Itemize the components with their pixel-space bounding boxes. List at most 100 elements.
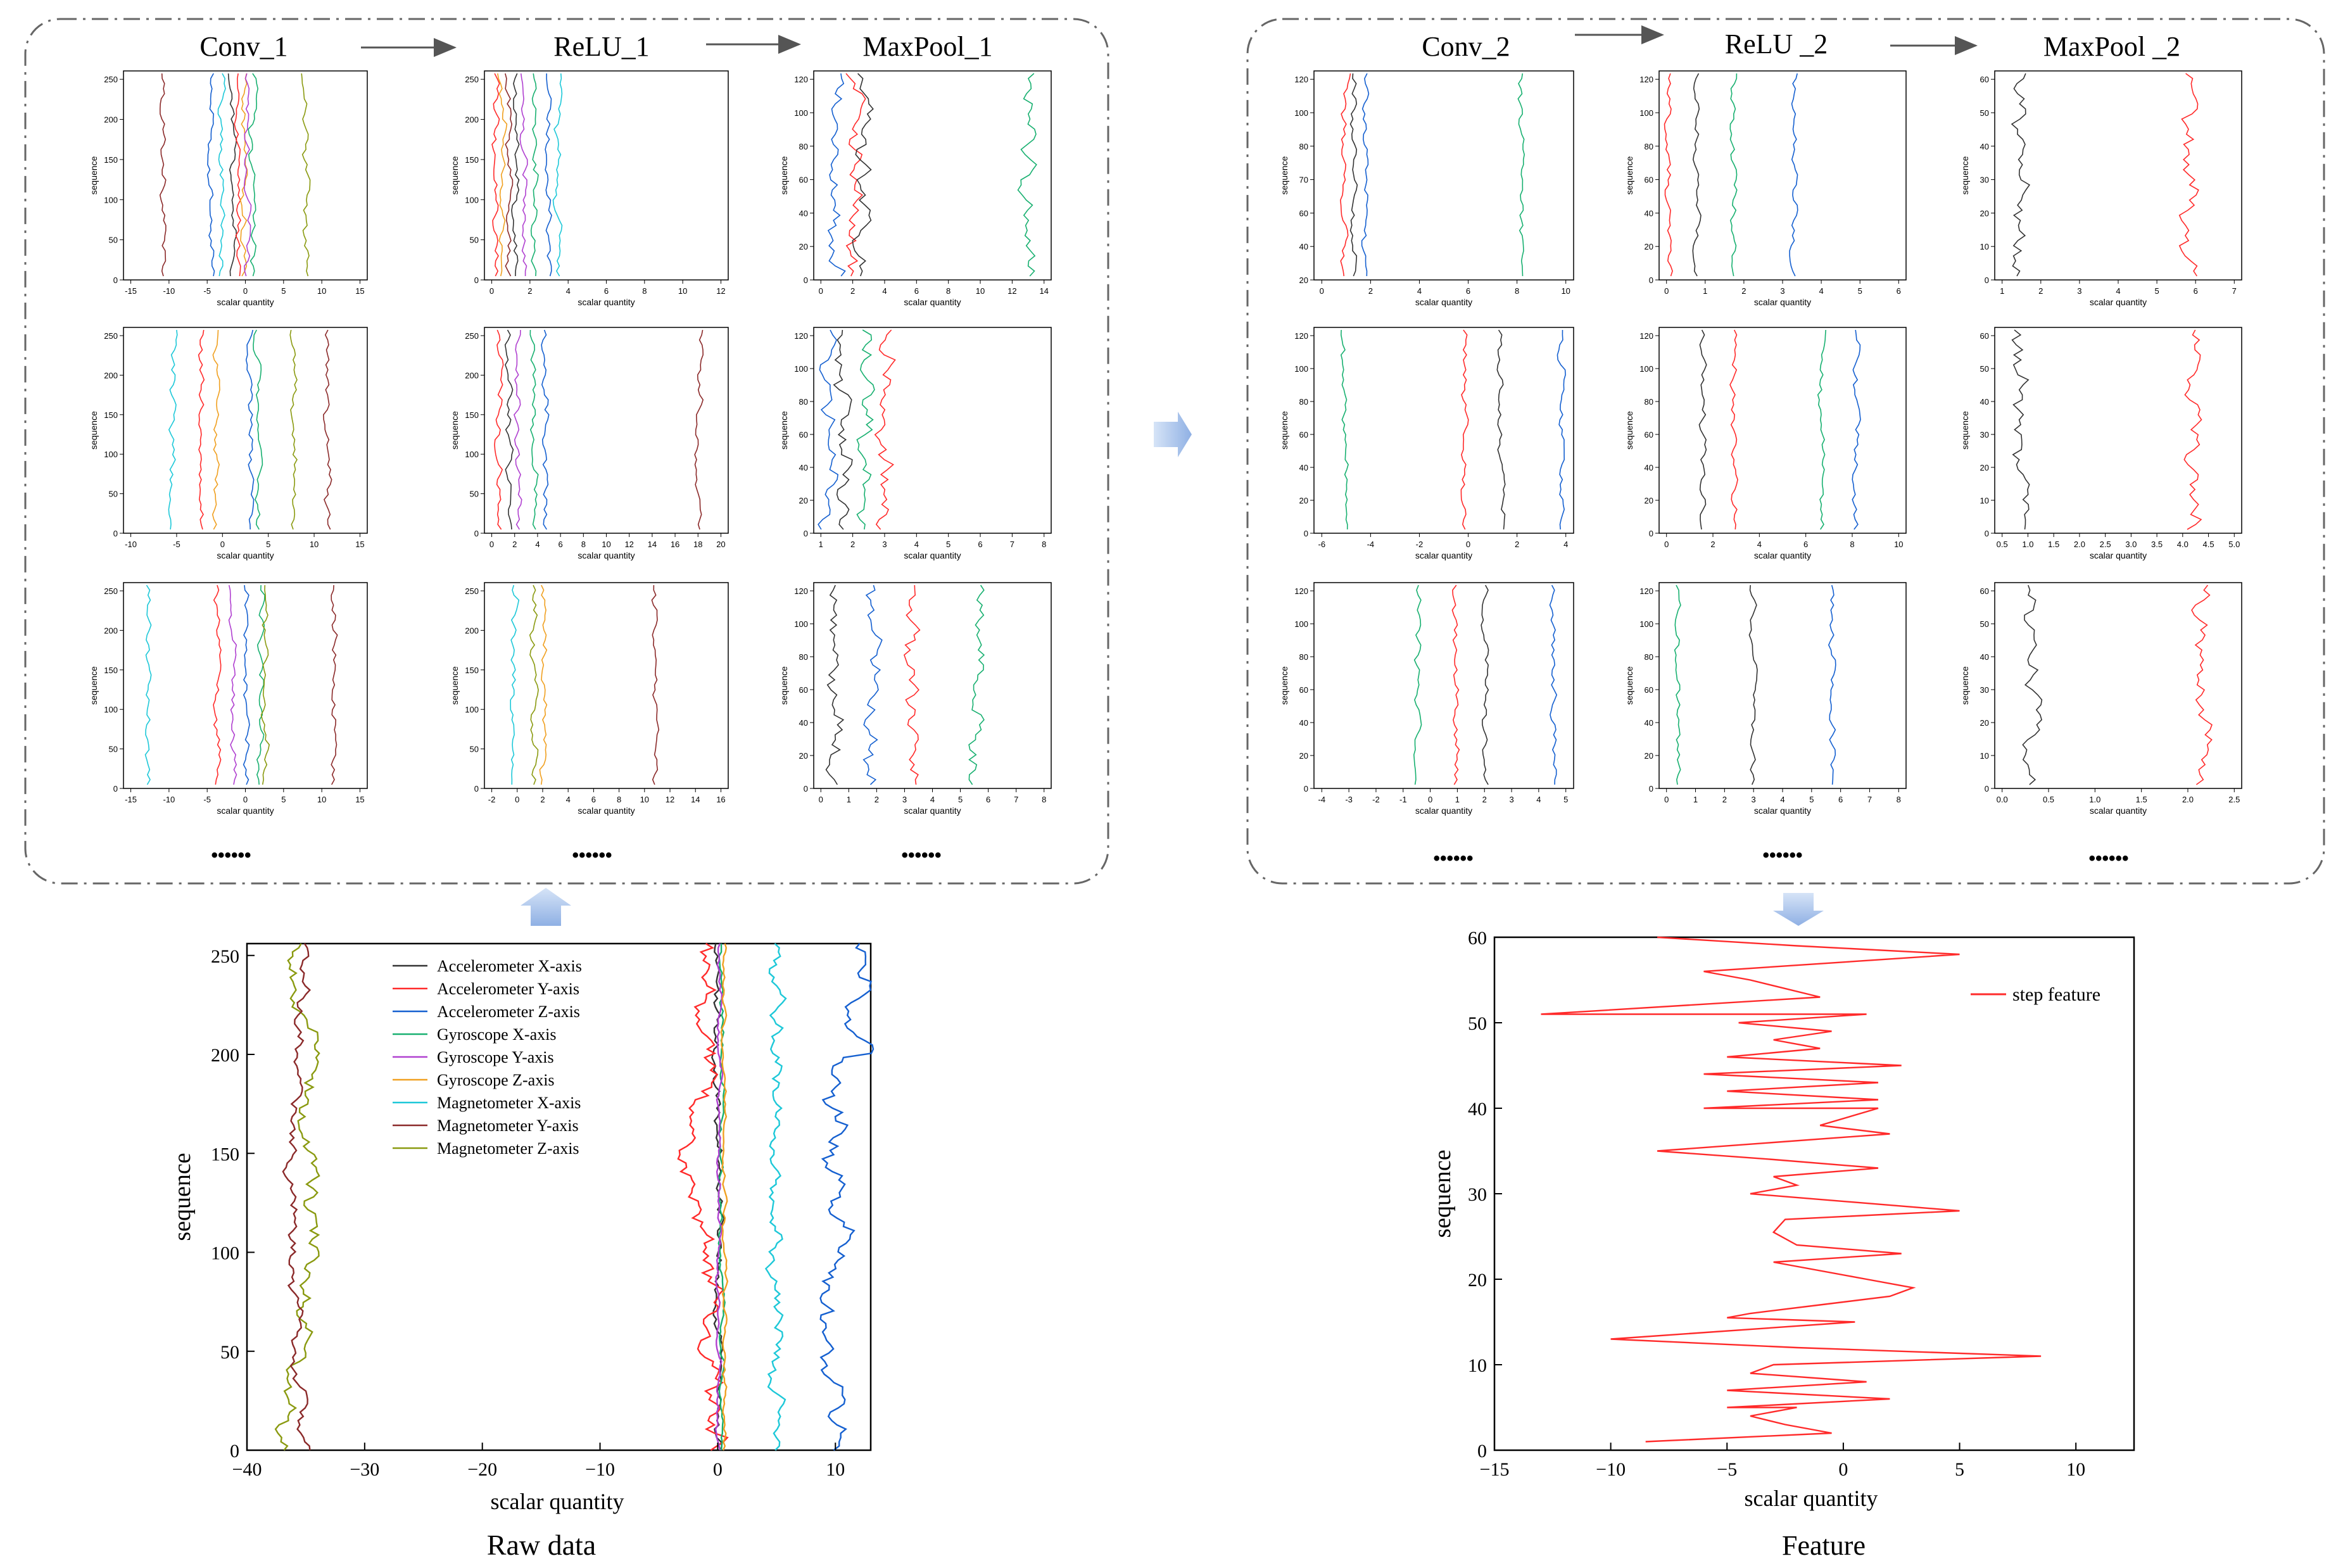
panel-ytick-label: 100 [1639,619,1653,629]
panel-ytick-label: 60 [1980,75,1989,84]
panel-ytick-label: 40 [1299,718,1308,728]
panel-series-cyan [552,73,563,277]
panel-ytick-label: 20 [1645,242,1653,251]
panel-c2-row1: 20 40 60 70 80 100 120 0 2 4 6 8 10 sequence scalar qu… [1279,70,1574,307]
panel-ytick-label: 50 [109,745,118,754]
panel-xtick-label: 6 [559,540,563,549]
panel-xtick-label: -10 [163,286,175,296]
panel-xtick-label: -6 [1318,540,1326,549]
panel-ytick-label: 0 [113,784,118,793]
panel-xtick-label: 7 [1014,795,1018,804]
panel-ylabel: sequence [779,411,789,450]
panel-xtick-label: 0.5 [1997,540,2008,549]
panel-ytick-label: 0 [1985,784,1989,793]
panel-series-red [2191,585,2213,785]
panel-series-green [1817,329,1826,530]
panel-xtick-label: 15 [355,286,364,296]
panel-xlabel: scalar quantity [1415,550,1472,560]
raw-legend-label: Gyroscope X-axis [437,1025,556,1044]
panel-r2-row3: 0 20 40 60 80 100 120 0 1 2 3 4 5 6 7 8 sequence scalar q… [1624,582,1907,816]
panel-ytick-label: 0 [113,275,118,285]
panel-ytick-label: 150 [465,666,479,675]
panel-xtick-label: 10 [976,286,985,296]
raw-xtick-label: 10 [826,1459,845,1480]
panel-m2-row2: 0 10 20 30 40 50 60 0.5 1.0 1.5 2.0 2.5 3.0 3.5 4.0 4.5… [1960,327,2242,560]
panel-xtick-label: 0 [243,795,248,804]
feature-ytick-label: 20 [1468,1270,1487,1291]
panel-xtick-label: 1 [1703,286,1707,296]
panel-xtick-label: 6 [914,286,919,296]
raw-xtick-label: −30 [350,1459,379,1480]
panel-xtick-label: -10 [163,795,175,804]
panel-series-black [2011,73,2031,277]
panel-xlabel: scalar quantity [578,806,635,816]
panel-ytick-label: 150 [104,666,118,675]
panel-frame [484,582,729,789]
panel-ylabel: sequence [1624,156,1634,194]
panel-xtick-label: 5 [958,795,963,804]
raw-legend-label: Accelerometer Y-axis [437,980,579,998]
raw-ytick-label: 200 [211,1045,239,1066]
panel-xtick-label: 10 [1561,286,1570,296]
panel-ytick-label: 50 [109,490,118,499]
panel-series-green [529,329,539,530]
feature-ytick-label: 0 [1477,1441,1487,1462]
panel-ytick-label: 250 [104,586,118,596]
panel-xtick-label: 4 [914,540,919,549]
panel-ytick-label: 60 [1645,685,1653,695]
panel-ytick-label: 120 [1294,331,1308,341]
panel-ytick-label: 250 [465,586,479,596]
panel-xtick-label: 2.5 [2100,540,2111,549]
panel-xtick-label: 7 [1010,540,1014,549]
panel-xtick-label: 10 [678,286,687,296]
panel-xtick-label: 8 [617,795,621,804]
panel-series-olive [260,585,270,785]
panel-xtick-label: 2 [850,540,855,549]
panel-frame [1313,70,1574,281]
panel-series-black [511,73,520,277]
panel-ytick-label: 100 [794,364,808,374]
panel-xtick-label: 15 [355,795,364,804]
panel-ytick-label: 50 [470,745,479,754]
panel-xtick-label: -4 [1318,795,1326,804]
panel-ytick-label: 60 [1299,430,1308,439]
panel-ytick-label: 200 [104,370,118,380]
panel-xtick-label: 7 [2232,286,2237,296]
panel-series-red [494,329,504,530]
panel-series-black [852,73,874,277]
feature-chart: −15 −10 −5 0 5 10 0 10 20 30 40 50 60 scalar quantit… [1429,928,2135,1561]
panel-ytick-label: 60 [799,430,808,439]
panel-series-brown [322,329,332,530]
panel-xtick-label: 1 [819,540,823,549]
panel-series-red [1729,329,1738,530]
panel-series-green [1340,329,1349,530]
panel-ylabel: sequence [1960,156,1970,194]
ellipsis-relu2: •••••• [1762,845,1802,866]
panel-xlabel: scalar quantity [578,297,635,307]
feature-xtick-label: −5 [1717,1459,1737,1480]
panel-ylabel: sequence [1960,666,1970,705]
panel-xtick-label: 2 [850,286,855,296]
panel-series-purple [228,585,237,785]
panel-xtick-label: -5 [203,795,211,804]
panel-series-orange [212,329,220,530]
raw-series-cyan [764,943,787,1451]
panel-ytick-label: 200 [465,370,479,380]
panel-ytick-label: 80 [799,142,808,151]
panel-xtick-label: 5 [266,540,270,549]
panel-series-olive [289,329,298,530]
panel-ytick-label: 50 [470,490,479,499]
raw-legend-label: Accelerometer X-axis [437,957,582,975]
panel-ytick-label: 40 [799,208,808,218]
panel-series-black [2022,585,2043,785]
panel-ytick-label: 250 [465,75,479,84]
raw-legend-label: Magnetometer Y-axis [437,1116,579,1135]
panel-ytick-label: 80 [1299,397,1308,407]
panel-ytick-label: 80 [1645,397,1653,407]
panel-ytick-label: 40 [1645,463,1653,472]
panel-xtick-label: 0 [1664,540,1669,549]
panel-xtick-label: 6 [986,795,990,804]
feature-legend-label: step feature [2012,984,2100,1005]
feature-axis-ticks: −15 −10 −5 0 5 10 0 10 20 30 40 50 60 [1468,928,2085,1480]
panel-xlabel: scalar quantity [904,297,961,307]
